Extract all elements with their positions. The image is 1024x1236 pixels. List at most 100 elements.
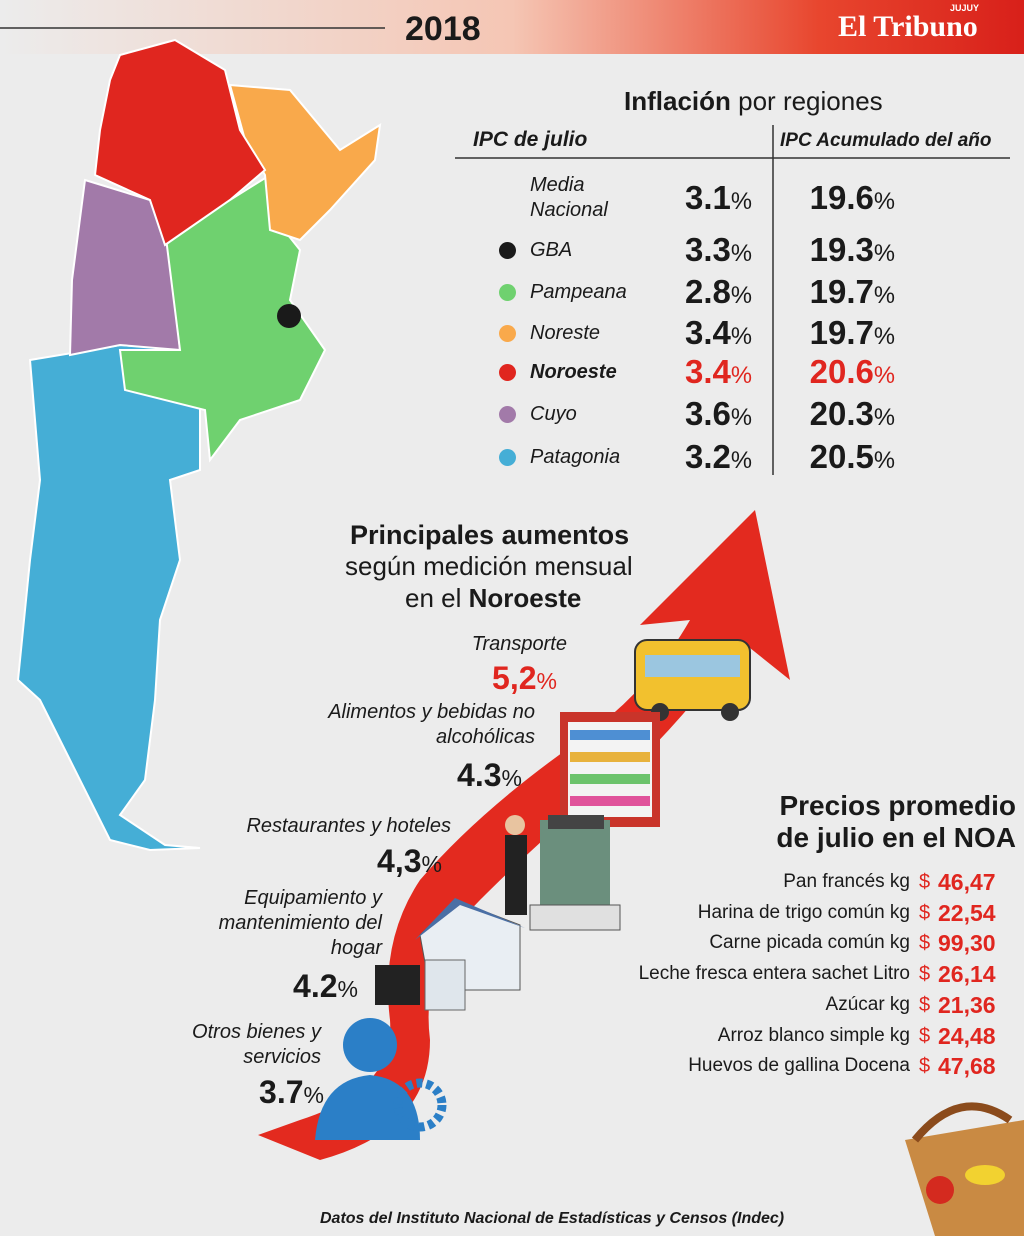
region-name: Pampeana bbox=[530, 281, 627, 303]
percent-sign: % bbox=[873, 323, 895, 350]
price-name: Leche fresca entera sachet Litro bbox=[638, 963, 910, 985]
legend-dot bbox=[499, 449, 516, 466]
percent-sign: % bbox=[536, 668, 557, 694]
percent-sign: % bbox=[873, 447, 895, 474]
increase-label: Restaurantes y hoteles bbox=[246, 815, 451, 837]
region-name: Media Nacional bbox=[530, 174, 608, 221]
price-value: 24,48 bbox=[938, 1022, 996, 1049]
hotel-icon bbox=[505, 815, 621, 931]
annual-number: 20.5 bbox=[809, 438, 874, 475]
annual-value: 19.7% bbox=[810, 314, 895, 352]
increase-value: 4.2% bbox=[293, 968, 358, 1005]
price-name: Harina de trigo común kg bbox=[697, 901, 910, 923]
increase-number: 5,2 bbox=[492, 660, 537, 696]
currency: $ bbox=[919, 901, 931, 924]
annual-number: 20.6 bbox=[809, 353, 874, 390]
currency: $ bbox=[919, 932, 931, 955]
price-name: Huevos de gallina Docena bbox=[688, 1055, 910, 1077]
price-value: 46,47 bbox=[938, 869, 996, 895]
price-value: 47,68 bbox=[938, 1053, 996, 1080]
price-value: 26,14 bbox=[938, 961, 996, 988]
price-value: 99,30 bbox=[938, 930, 996, 957]
monthly-value: 3.3% bbox=[685, 231, 752, 269]
region-name: Patagonia bbox=[530, 446, 621, 468]
increase-value: 4,3% bbox=[377, 843, 442, 880]
map bbox=[16, 38, 382, 852]
basket-icon bbox=[905, 1102, 1024, 1236]
percent-sign: % bbox=[303, 1082, 324, 1108]
monthly-value: 3.6% bbox=[685, 395, 752, 433]
monthly-number: 2.8 bbox=[685, 273, 731, 310]
annual-number: 20.3 bbox=[809, 395, 874, 432]
title-rest: por regiones bbox=[738, 86, 883, 116]
increases-subtitle: en el Noroeste bbox=[405, 583, 581, 614]
percent-sign: % bbox=[730, 240, 752, 267]
percent-sign: % bbox=[873, 240, 895, 267]
currency: $ bbox=[919, 1024, 931, 1047]
subtitle-text: en el bbox=[405, 583, 462, 613]
annual-value: 19.3% bbox=[810, 231, 895, 269]
annual-value: 20.6% bbox=[810, 353, 895, 391]
monthly-number: 3.2 bbox=[685, 438, 731, 475]
monthly-number: 3.4 bbox=[685, 353, 731, 390]
annual-value: 20.5% bbox=[810, 438, 895, 476]
percent-sign: % bbox=[730, 282, 752, 309]
price-value: 21,36 bbox=[938, 991, 996, 1018]
increase-number: 4.2 bbox=[293, 968, 338, 1004]
currency: $ bbox=[919, 1055, 931, 1078]
increases-title: Principales aumentos bbox=[350, 520, 630, 550]
region-gba bbox=[277, 304, 301, 328]
monthly-number: 3.4 bbox=[685, 314, 731, 351]
region-patagonia bbox=[16, 343, 201, 852]
percent-sign: % bbox=[873, 282, 895, 309]
col-header: IPC de julio bbox=[473, 128, 588, 151]
region-name: Cuyo bbox=[530, 403, 577, 425]
increase-value: 5,2% bbox=[492, 660, 557, 697]
annual-number: 19.7 bbox=[809, 273, 874, 310]
col-header: IPC Acumulado del año bbox=[780, 130, 992, 151]
house-icon bbox=[375, 898, 525, 1011]
increase-label: Equipamiento y mantenimiento del hogar bbox=[218, 887, 382, 959]
monthly-value: 3.2% bbox=[685, 438, 752, 476]
increase-number: 4,3 bbox=[377, 843, 422, 879]
brand: El Tribuno bbox=[838, 10, 978, 43]
increase-value: 3.7% bbox=[259, 1074, 324, 1111]
percent-sign: % bbox=[873, 404, 895, 431]
percent-sign: % bbox=[730, 447, 752, 474]
region-name: GBA bbox=[530, 239, 573, 261]
prices-title: Precios promedio bbox=[779, 790, 1016, 821]
monthly-value: 3.4% bbox=[685, 314, 752, 352]
percent-sign: % bbox=[873, 362, 895, 389]
currency: $ bbox=[919, 963, 931, 986]
annual-value: 20.3% bbox=[810, 395, 895, 433]
source: Datos del Instituto Nacional de Estadíst… bbox=[320, 1210, 785, 1227]
percent-sign: % bbox=[730, 362, 752, 389]
legend-dot bbox=[499, 325, 516, 342]
monthly-value: 2.8% bbox=[685, 273, 752, 311]
currency: $ bbox=[919, 871, 931, 893]
percent-sign: % bbox=[337, 976, 358, 1002]
percent-sign: % bbox=[421, 851, 442, 877]
annual-number: 19.3 bbox=[809, 231, 874, 268]
shelf-icon bbox=[560, 712, 660, 827]
monthly-number: 3.3 bbox=[685, 231, 731, 268]
region-name: Noroeste bbox=[530, 361, 617, 383]
monthly-number: 3.1 bbox=[685, 179, 731, 216]
legend-dot bbox=[499, 406, 516, 423]
legend-dot bbox=[499, 364, 516, 381]
subtitle-bold: Noroeste bbox=[468, 583, 582, 613]
currency: $ bbox=[919, 993, 931, 1016]
annual-value: 19.6% bbox=[810, 179, 895, 217]
increase-number: 3.7 bbox=[259, 1074, 304, 1110]
monthly-value: 3.1% bbox=[685, 179, 752, 217]
percent-sign: % bbox=[730, 404, 752, 431]
prices-title: de julio en el NOA bbox=[776, 822, 1016, 853]
price-name: Arroz blanco simple kg bbox=[717, 1024, 910, 1046]
region-name: Noreste bbox=[530, 322, 601, 344]
region-noroeste bbox=[93, 38, 267, 247]
annual-number: 19.7 bbox=[809, 314, 874, 351]
year: 2018 bbox=[405, 10, 481, 48]
percent-sign: % bbox=[501, 765, 522, 791]
